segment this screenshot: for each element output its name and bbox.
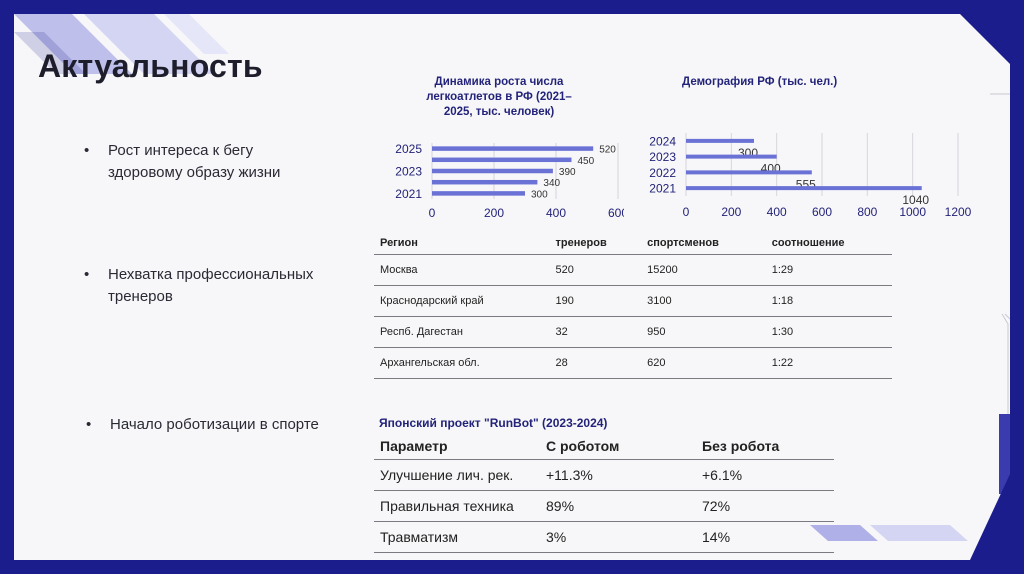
x-tick-label: 1000 [899, 205, 926, 219]
corner-stripes-decoration [14, 14, 229, 74]
header-cell: Без робота [696, 433, 834, 460]
table-cell: Москва [374, 254, 550, 286]
regions-table: Регион тренеров спортсменов соотношение … [374, 232, 892, 379]
x-tick-label: 0 [683, 205, 690, 219]
x-tick-label: 600 [812, 205, 832, 219]
table-cell: 72% [696, 490, 834, 522]
robot-table: Параметр С роботом Без робота Улучшение … [374, 433, 834, 553]
x-tick-label: 600 [608, 206, 624, 219]
table-row: Улучшение лич. рек. +11.3% +6.1% [374, 459, 834, 491]
table-cell: 620 [641, 347, 766, 379]
right-edge-decoration [960, 14, 1010, 560]
bar-2023 [432, 168, 553, 174]
header-cell: тренеров [555, 237, 607, 249]
x-tick-label: 400 [546, 206, 566, 219]
table-cell: 3100 [641, 285, 766, 317]
table-cell: +11.3% [540, 459, 696, 491]
table-cell: Правильная техника [374, 490, 540, 522]
y-tick-label: 2023 [395, 165, 422, 179]
data-label: 340 [543, 178, 560, 189]
table-cell: Травматизм [374, 521, 540, 553]
table-row: Правильная техника 89% 72% [374, 490, 834, 522]
x-tick-label: 200 [721, 205, 741, 219]
table-row: Краснодарский край 190 3100 1:18 [374, 285, 892, 317]
bar-2022 [432, 179, 538, 185]
y-tick-label: 2025 [395, 142, 422, 156]
bar-2024 [432, 157, 572, 163]
header-cell: соотношение [771, 237, 845, 249]
data-label: 450 [578, 156, 595, 167]
table-cell: 15200 [641, 254, 766, 286]
x-tick-label: 1200 [945, 205, 972, 219]
header-cell: Регион [380, 237, 418, 249]
table-cell: 14% [696, 521, 834, 553]
table-cell: Краснодарский край [374, 285, 550, 317]
bullet-coach-shortage: • Нехватка профессиональных тренеров [84, 266, 314, 305]
header-cell: Параметр [374, 433, 540, 460]
y-tick-label: 2022 [649, 166, 676, 180]
table-cell: 1:29 [765, 254, 892, 286]
table-cell: 1:22 [765, 347, 892, 379]
bar-2023 [686, 154, 777, 159]
header-cell: спортсменов [647, 237, 719, 249]
x-tick-label: 400 [767, 205, 787, 219]
chart-athletes-title: Динамика роста числа легкоатлетов в РФ (… [426, 76, 572, 118]
x-tick-label: 0 [429, 206, 436, 219]
slide: Актуальность • Рост интереса к бегу здоро… [14, 14, 1010, 560]
bullet-running-interest: • Рост интереса к бегу здоровому образу ж… [84, 142, 281, 181]
table-cell: 89% [540, 490, 696, 522]
chart-demography: 0 200 400 600 800 1000 12003004005551040202420… [649, 133, 972, 219]
table-cell: 190 [549, 285, 642, 317]
table-cell: Архангельская обл. [374, 347, 550, 379]
table-cell: 950 [641, 316, 766, 348]
table-cell: 28 [549, 347, 642, 379]
table-cell: 1:18 [765, 285, 892, 317]
table-cell: 3% [540, 521, 696, 553]
table-cell: 520 [549, 254, 642, 286]
bullet-robotization: • Начало роботизации в спорте [86, 416, 319, 433]
data-label: 520 [599, 145, 616, 156]
regions-table-header: Регион тренеров спортсменов соотношение [374, 232, 892, 255]
y-tick-label: 2023 [649, 150, 676, 164]
data-label: 1040 [902, 193, 929, 207]
chart-demography-title: Демография РФ (тыс. чел.) [682, 76, 838, 88]
table-cell: 1:30 [765, 316, 892, 348]
y-tick-label: 2024 [649, 134, 676, 148]
table-row: Респб. Дагестан 32 950 1:30 [374, 316, 892, 348]
table-row: Травматизм 3% 14% [374, 521, 834, 553]
table-cell: Улучшение лич. рек. [374, 459, 540, 491]
bar-2021 [686, 186, 922, 191]
robot-table-header: Параметр С роботом Без робота [374, 433, 834, 460]
slide-title: Актуальность [38, 48, 263, 84]
y-tick-label: 2021 [649, 182, 676, 196]
data-label: 390 [559, 167, 576, 178]
table-row: Архангельская обл. 28 620 1:22 [374, 347, 892, 379]
bar-2022 [686, 170, 812, 175]
table-cell: Респб. Дагестан [374, 316, 550, 348]
header-cell: С роботом [540, 433, 696, 460]
y-tick-label: 2021 [395, 187, 422, 201]
bar-2021 [432, 191, 525, 196]
x-tick-label: 200 [484, 206, 504, 219]
table-row: Москва 520 15200 1:29 [374, 254, 892, 286]
bottom-stripes-decoration [810, 525, 968, 541]
bar-2024 [686, 138, 754, 143]
bar-2025 [432, 146, 594, 151]
table-cell: 32 [549, 316, 642, 348]
table-cell: +6.1% [696, 459, 834, 491]
x-tick-label: 800 [857, 205, 877, 219]
data-label: 300 [531, 189, 548, 200]
robot-table-caption: Японский проект "RunBot" (2023-2024) [379, 416, 608, 430]
